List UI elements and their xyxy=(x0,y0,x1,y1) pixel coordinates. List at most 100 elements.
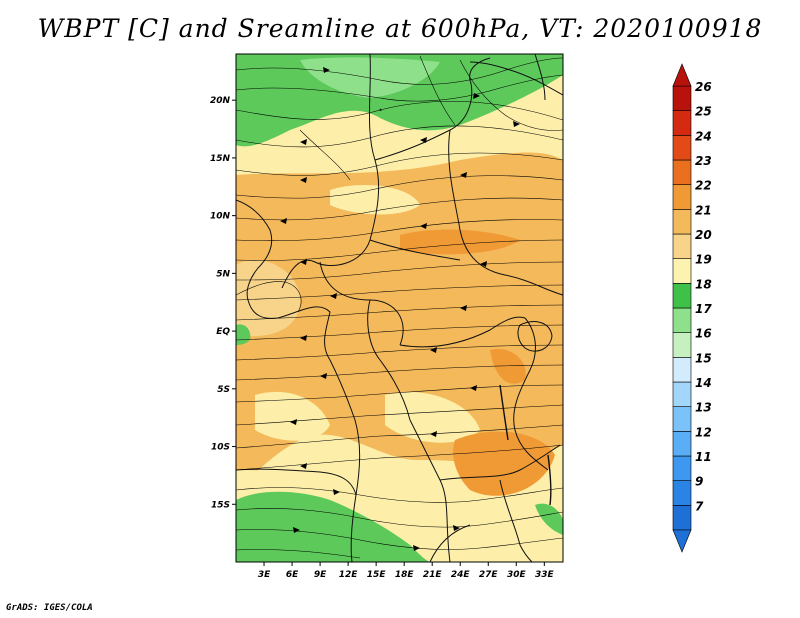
colorbar-swatch-14 xyxy=(672,381,692,407)
coastline-west xyxy=(236,199,361,562)
lon-tick-label: 12E xyxy=(339,570,359,580)
border-line-4 xyxy=(369,239,461,261)
border-line-14 xyxy=(469,61,563,96)
field-yellow-patch-2 xyxy=(385,391,480,443)
lat-tick-label: 10N xyxy=(210,212,231,222)
colorbar-swatch-7 xyxy=(672,505,692,531)
arrow-24 xyxy=(513,121,520,127)
streamline-12 xyxy=(236,344,563,361)
arrow-11 xyxy=(300,335,307,341)
colorbar-swatch-9 xyxy=(672,480,692,506)
wbpt-shading xyxy=(236,54,563,562)
border-line-7 xyxy=(399,316,526,348)
streamline-26 xyxy=(236,281,302,313)
colorbar-label: 16 xyxy=(695,327,712,341)
lon-tick-label: 33E xyxy=(535,570,555,580)
colorbar-label: 23 xyxy=(695,154,712,168)
colorbar-label: 22 xyxy=(695,179,712,193)
streamline-6 xyxy=(236,219,563,241)
streamline-9 xyxy=(236,284,563,301)
colorbar: 7 9 11 12 13 14 15 16 17 18 19 20 21 22 23 24 25 26 xyxy=(672,63,712,553)
streamline-2 xyxy=(236,125,563,148)
streamline-15 xyxy=(236,404,563,426)
streamlines xyxy=(236,55,563,559)
colorbar-label: 9 xyxy=(695,475,703,489)
streamline-21 xyxy=(236,549,361,559)
longitude-axis: 3E 6E 9E 12E 15E 18E 21E 24E 27E 30E 33E xyxy=(258,562,555,580)
border-line-2 xyxy=(374,57,491,161)
arrow-20 xyxy=(293,527,300,533)
colorbar-swatch-26 xyxy=(672,85,692,111)
colorbar-max-arrow xyxy=(672,63,692,87)
colorbar-swatch-23 xyxy=(672,159,692,185)
colorbar-swatch-13 xyxy=(672,406,692,432)
colorbar-label: 7 xyxy=(695,499,704,513)
field-green-east-coast xyxy=(535,503,563,535)
arrow-15 xyxy=(290,419,297,425)
border-line-15 xyxy=(534,54,546,101)
streamline-7 xyxy=(236,239,563,261)
colorbar-label: 11 xyxy=(695,450,712,464)
streamline-arrows xyxy=(280,67,520,551)
lon-tick-label: 30E xyxy=(507,570,527,580)
streamline-19 xyxy=(236,508,563,528)
border-line-3 xyxy=(448,129,563,296)
plot-frame xyxy=(235,53,564,563)
arrow-10 xyxy=(460,305,467,311)
colorbar-label: 20 xyxy=(695,228,712,242)
streamline-10 xyxy=(236,304,563,321)
colorbar-label: 25 xyxy=(695,105,712,119)
field-dark-orange-patch-2 xyxy=(453,431,555,496)
arrow-18 xyxy=(333,489,340,495)
border-line-8 xyxy=(513,317,549,471)
lon-tick-label: 9E xyxy=(314,570,327,580)
latitude-axis: 20N 15N 10N 5N EQ 5S 10S 15S xyxy=(210,96,236,510)
streamline-13 xyxy=(236,364,563,381)
colorbar-swatch-20 xyxy=(672,233,692,259)
border-line-12 xyxy=(236,468,357,496)
colorbar-label: 26 xyxy=(695,80,712,94)
field-dark-orange-patch-1 xyxy=(400,229,520,255)
colorbar-swatch-22 xyxy=(672,184,692,210)
arrow-16 xyxy=(430,431,437,437)
lon-tick-label: 24E xyxy=(451,570,471,580)
arrow-8 xyxy=(480,261,487,267)
colorbar-swatch-18 xyxy=(672,283,692,309)
arrow-4 xyxy=(460,172,467,178)
lake-tanganyika xyxy=(499,384,509,441)
lat-tick-label: 20N xyxy=(210,96,231,106)
grads-credit: GrADS: IGES/COLA xyxy=(6,603,93,613)
lat-tick-label: 15S xyxy=(211,500,230,510)
lat-tick-label: 5S xyxy=(217,385,230,395)
colorbar-swatch-21 xyxy=(672,209,692,235)
lat-tick-label: 10S xyxy=(211,443,230,453)
coastlines-borders xyxy=(236,54,563,562)
arrow-5 xyxy=(280,218,287,224)
streamline-11 xyxy=(236,324,563,341)
field-yellow-patch-1 xyxy=(255,391,330,441)
streamline-3 xyxy=(236,152,563,176)
lat-tick-label: 15N xyxy=(210,154,231,164)
colorbar-swatch-15 xyxy=(672,357,692,383)
arrow-9 xyxy=(330,293,337,299)
colorbar-swatch-19 xyxy=(672,258,692,284)
field-dark-orange-patch-3 xyxy=(490,349,526,384)
lon-tick-label: 21E xyxy=(423,570,443,580)
streamline-25 xyxy=(419,55,456,126)
colorbar-label: 19 xyxy=(695,253,712,267)
arrow-21 xyxy=(413,545,420,551)
lat-tick-label: EQ xyxy=(216,327,230,337)
lon-tick-label: 27E xyxy=(479,570,499,580)
colorbar-label: 24 xyxy=(695,129,712,143)
arrow-6 xyxy=(420,223,427,229)
colorbar-swatch-17 xyxy=(672,307,692,333)
colorbar-swatch-11 xyxy=(672,455,692,481)
lon-tick-label: 18E xyxy=(395,570,415,580)
streamline-16 xyxy=(236,424,563,449)
arrow-13 xyxy=(320,373,327,379)
arrow-12 xyxy=(430,347,437,353)
colorbar-label: 17 xyxy=(695,302,712,316)
arrow-17 xyxy=(300,463,307,469)
streamline-27 xyxy=(299,129,351,181)
